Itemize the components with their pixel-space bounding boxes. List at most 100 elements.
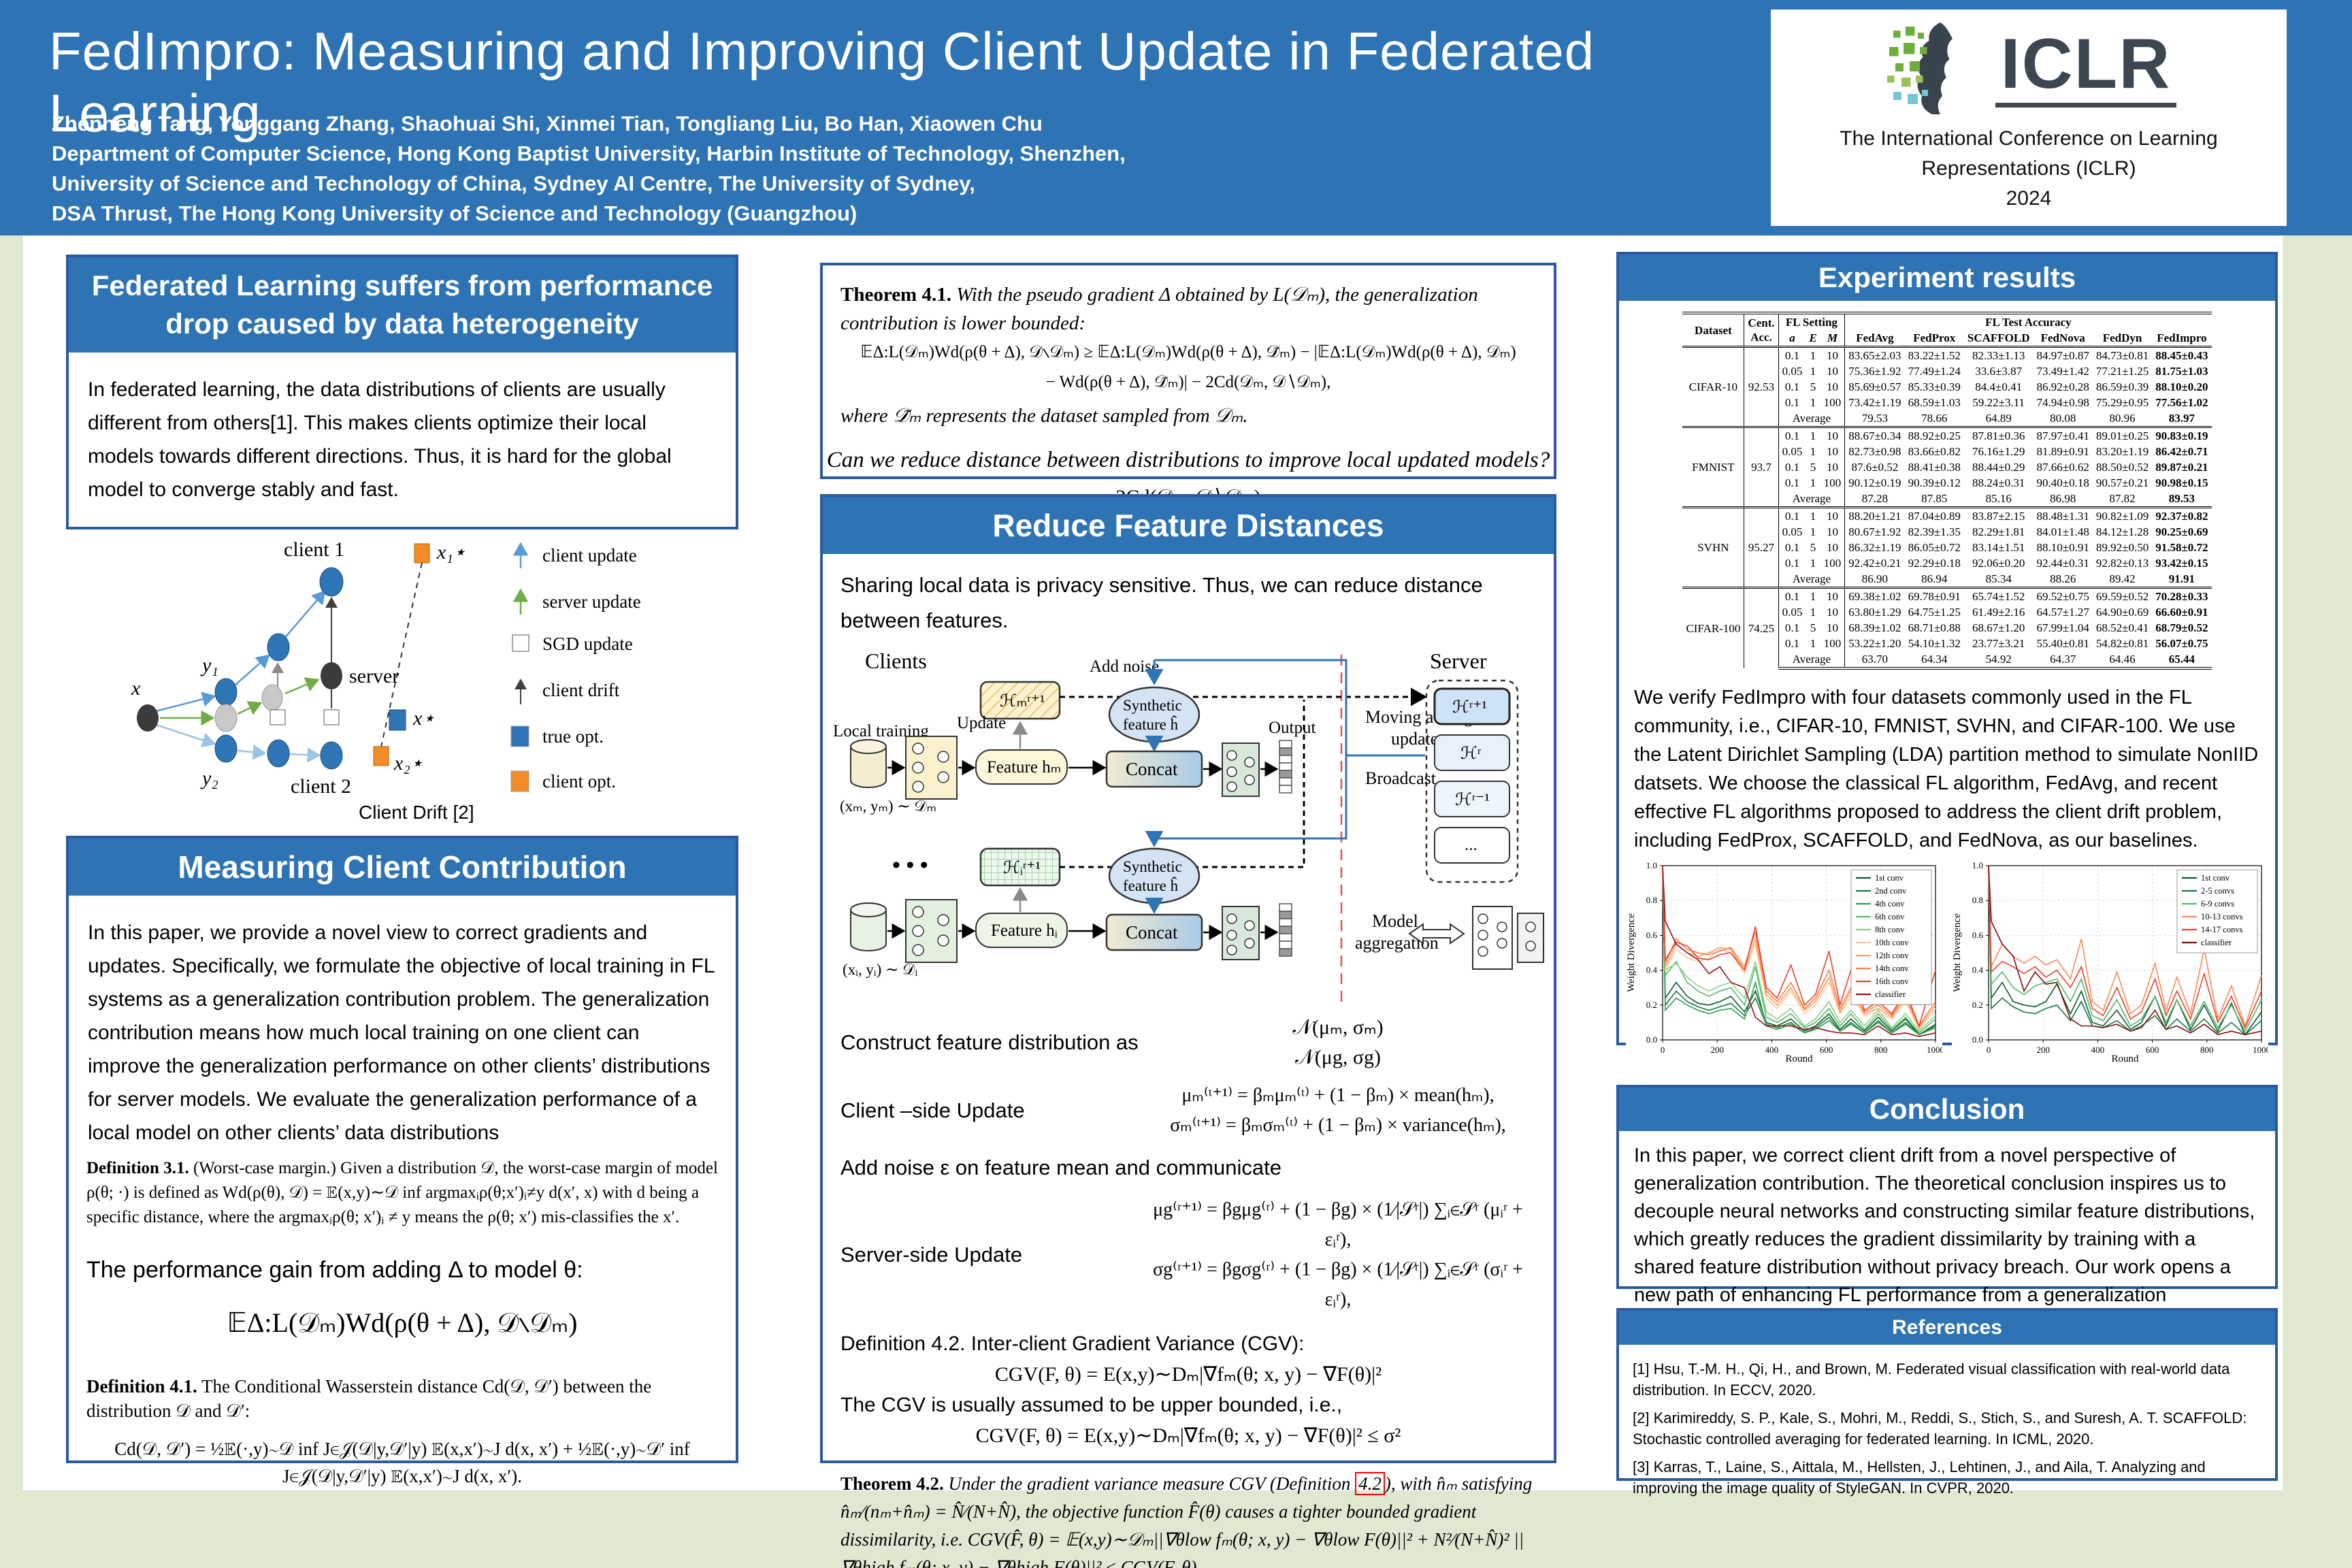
- experiment-results-title: Experiment results: [1619, 255, 2275, 301]
- table-cell: 10: [1826, 365, 1838, 378]
- table-cell: 87.81±0.36: [1963, 426, 2034, 444]
- table-row: 0.1 1 100 92.42±0.21 92.29±0.18 92.06±0.20 92.…: [1682, 555, 2211, 571]
- table-cell: 86.32±1.19: [1844, 540, 1905, 555]
- x-tick-label: 1000: [2253, 1045, 2268, 1055]
- table-cell: 100: [1823, 637, 1842, 650]
- series-2nd-conv: [1662, 865, 1936, 1036]
- table-cell: 87.66±0.62: [2036, 461, 2089, 474]
- table-cell: 91.91: [2168, 572, 2195, 585]
- reduce-feature-box: Reduce Feature Distances Sharing local d…: [820, 494, 1556, 1568]
- weight-divergence-chart-left: 0 200 400 600 800 1000 0.0 0.2 0.4 0.6 0.8 1.0 Round…: [1626, 860, 1944, 1068]
- table-cell: 86.42±0.71: [2155, 445, 2208, 458]
- definition-4-2: Definition 4.2. Inter-client Gradient Va…: [840, 1333, 1401, 1447]
- table-cell: 68.67±1.20: [1972, 621, 2025, 634]
- table-cell: 78.66: [1921, 412, 1948, 425]
- chart-legend: [2176, 869, 2258, 953]
- table-cell: 0.1: [1778, 475, 1806, 491]
- table-cell: 92.06±0.20: [1972, 557, 2025, 570]
- table-cell: 10: [1820, 506, 1845, 524]
- legend-label: 4th conv: [1875, 899, 1905, 909]
- svg-text:client opt.: client opt.: [542, 771, 616, 791]
- legend-label: classifier: [1875, 990, 1906, 999]
- svg-text:y₂: y₂: [200, 767, 218, 789]
- table-cell: 83.66±0.82: [1908, 445, 1961, 458]
- iclr-logo-icon: [1886, 22, 1953, 114]
- table-cell: 1: [1810, 476, 1816, 489]
- table-cell: 100: [1823, 557, 1842, 570]
- server-update-row: Server-side Update μg⁽ʳ⁺¹⁾ = βgμg⁽ʳ⁾ + (…: [840, 1199, 1523, 1310]
- table-cell: 83.97: [2168, 412, 2195, 425]
- server-title: Server: [1430, 649, 1487, 673]
- server-node: [321, 662, 342, 689]
- svg-text:ℋʳ⁻¹: ℋʳ⁻¹: [1455, 791, 1490, 809]
- experiment-body-text: We verify FedImpro with four datasets co…: [1634, 687, 2259, 851]
- table-cell: 85.34: [1985, 572, 2012, 585]
- svg-text:ℋₘʳ⁺¹: ℋₘʳ⁺¹: [1000, 692, 1045, 710]
- legend-label: 14-17 convs: [2201, 925, 2243, 934]
- table-cell: Average: [1778, 651, 1845, 670]
- svg-text:Update: Update: [957, 714, 1006, 732]
- table-header-cell: FedDyn: [2092, 330, 2153, 348]
- table-cell: 83.20±1.19: [2095, 445, 2149, 458]
- table-cell: 86.90: [1844, 571, 1905, 588]
- y-axis-label: Weight Divergence: [1626, 913, 1637, 992]
- legend-label: 14th conv: [1875, 964, 1909, 973]
- problem-box-title: Federated Learning suffers from performa…: [69, 257, 736, 353]
- table-cell: 1: [1810, 525, 1816, 538]
- table-cell: 90.25±0.69: [2155, 525, 2208, 538]
- weight-divergence-svg-right: 0 200 400 600 800 1000 0.0 0.2 0.4 0.6 0.8 1.0 Round…: [1952, 860, 2270, 1064]
- series-1st-conv: [1662, 865, 1936, 1036]
- weight-divergence-charts: 0 200 400 600 800 1000 0.0 0.2 0.4 0.6 0.8 1.0 Round…: [1619, 859, 2275, 1069]
- table-cell: 88.67±0.34: [1844, 426, 1905, 444]
- problem-box: Federated Learning suffers from performa…: [66, 255, 738, 529]
- table-cell: 56.07±0.75: [2155, 637, 2208, 650]
- table-cell: 77.21±1.25: [2095, 365, 2149, 378]
- table-cell: 53.22±1.20: [1844, 636, 1905, 651]
- table-cell: 100: [1823, 396, 1842, 409]
- theorem-4-1-box: Theorem 4.1. With the pseudo gradient Δ …: [820, 263, 1556, 508]
- client-drift-diagram: client 1 x₁⋆ x y₁ y₂ server x⋆ x₂⋆ clien…: [131, 538, 641, 823]
- table-cell: 64.75±1.25: [1908, 606, 1961, 619]
- table-cell: 88.44±0.29: [1972, 461, 2025, 474]
- table-cell: 10: [1826, 461, 1838, 474]
- table-cell: 68.59±1.03: [1908, 396, 1961, 409]
- y-tick-label: 0.2: [1646, 1000, 1657, 1010]
- gain-formula: 𝔼Δ:L(𝒟ₘ)Wd(ρ(θ + Δ), 𝒟∖𝒟ₘ): [227, 1307, 578, 1338]
- table-cell: 85.16: [1985, 492, 2012, 505]
- figure1-caption: Client Drift [2]: [359, 802, 474, 823]
- table-cell: 5: [1810, 541, 1816, 554]
- y-tick-label: 0.4: [1646, 965, 1658, 975]
- svg-text:true opt.: true opt.: [542, 726, 604, 747]
- theorem-4-2: Theorem 4.2. Under the gradient variance…: [840, 1472, 1533, 1568]
- table-cell: 63.70: [1844, 651, 1905, 670]
- table-cell: 69.78±0.91: [1904, 587, 1964, 604]
- fedimpro-architecture-diagram: Clients Server Local training (xₘ, yₘ) ∼…: [833, 649, 1544, 1005]
- table-cell: 64.46: [2092, 651, 2153, 670]
- legend-label: classifier: [2201, 938, 2232, 947]
- legend-label: 1st conv: [1875, 873, 1904, 883]
- table-cell: 0.05: [1778, 604, 1806, 620]
- contribution-box: Measuring Client Contribution In this pa…: [66, 836, 738, 1486]
- table-cell: Average: [1778, 571, 1845, 588]
- theorem-4-1-where: where 𝒟̃ₘ represents the dataset sampled…: [840, 405, 1248, 427]
- table-header-cell: FL Test Accuracy: [1844, 312, 2212, 330]
- svg-text:update: update: [1391, 729, 1438, 749]
- table-cell: 10: [1820, 346, 1845, 363]
- table-header-cell: E: [1806, 330, 1820, 348]
- series-6-9-convs: [1988, 865, 2262, 1032]
- svg-text:• • •: • • •: [892, 853, 928, 878]
- plot-area: [1662, 865, 1936, 1041]
- x-tick-label: 600: [1820, 1045, 1833, 1055]
- y-tick-label: 0.8: [1646, 895, 1657, 905]
- table-cell: 95.27: [1744, 506, 1779, 588]
- table-cell: 92.53: [1744, 346, 1779, 427]
- table-row: CIFAR-100 74.25 0.1 1 10 69.38±1.02 69.78±0.91…: [1682, 587, 2212, 668]
- series-classifier: [1662, 865, 1936, 1037]
- table-cell: 89.53: [2168, 492, 2195, 505]
- table-row: CIFAR-10 92.53 0.1 1 10 83.65±2.03 83.22±1.52 8…: [1682, 346, 2212, 427]
- svg-text:Broadcast: Broadcast: [1365, 768, 1437, 788]
- weight-divergence-svg-left: 0 200 400 600 800 1000 0.0 0.2 0.4 0.6 0.8 1.0 Round…: [1626, 860, 1944, 1064]
- series-2-5-convs: [1988, 865, 2262, 1036]
- table-cell: 90.12±0.19: [1844, 475, 1905, 491]
